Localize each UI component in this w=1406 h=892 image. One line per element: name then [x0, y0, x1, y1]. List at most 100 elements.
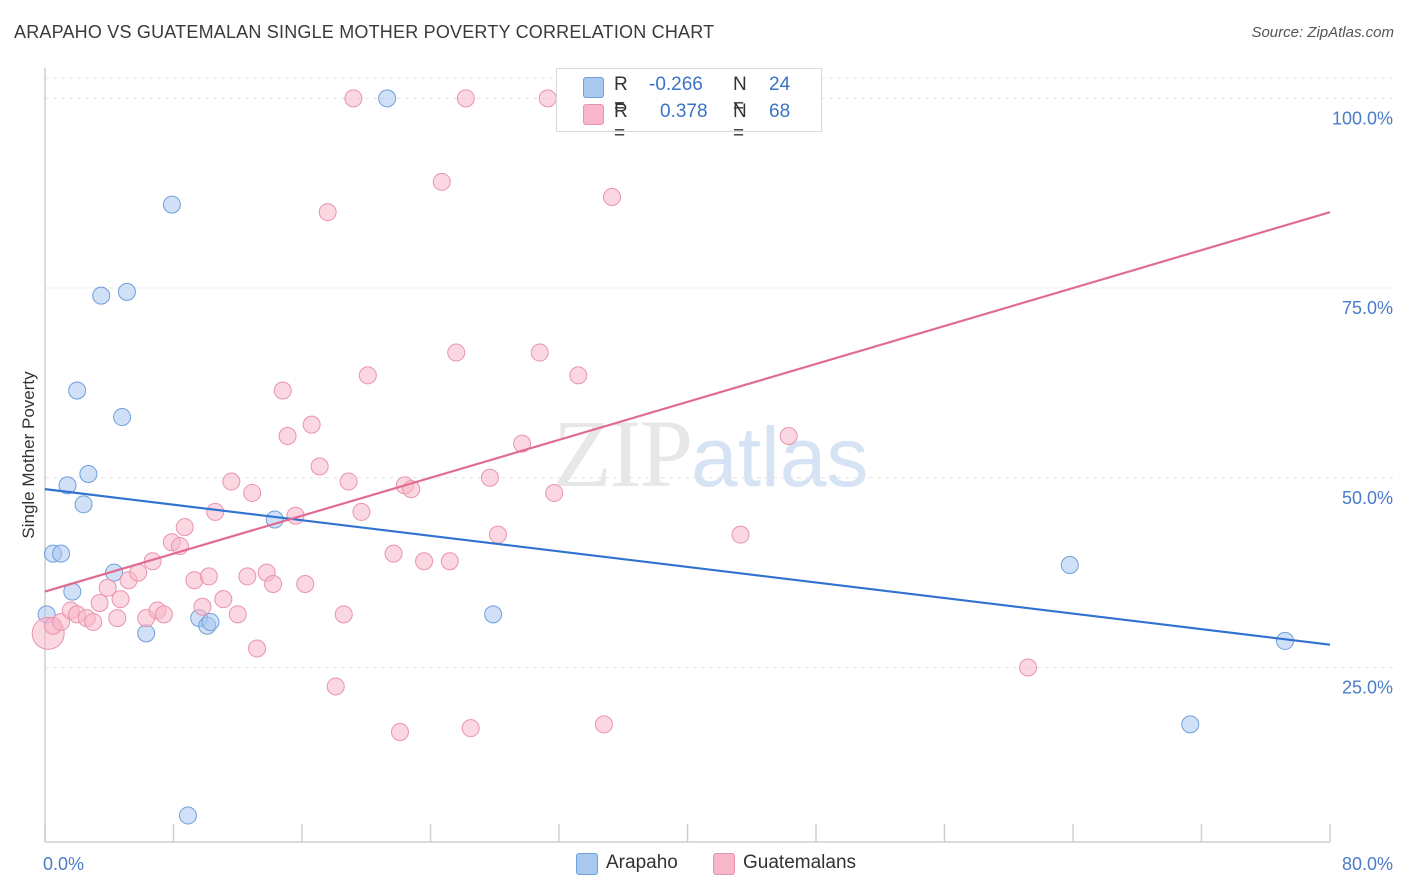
- guatemalans-point: [326, 677, 345, 696]
- guatemalans-point: [278, 427, 297, 446]
- guatemalans-point: [206, 502, 225, 521]
- r-value: 0.378: [660, 101, 708, 122]
- guatemalans-trend-line: [44, 211, 1331, 593]
- arapaho-point: [58, 476, 77, 495]
- source-label: Source: ZipAtlas.com: [1251, 24, 1394, 41]
- data-points: [31, 89, 1295, 825]
- guatemalans-point: [193, 597, 212, 616]
- watermark-atlas: atlas: [691, 410, 869, 504]
- arapaho-point: [79, 464, 98, 483]
- n-value: 24: [769, 74, 791, 95]
- series-legend: Arapaho Guatemalans: [0, 852, 1406, 878]
- arapaho-legend-swatch: [576, 853, 598, 875]
- arapaho-swatch: [583, 77, 604, 98]
- x-tick-label: 0.0%: [43, 854, 84, 874]
- arapaho-point: [1060, 556, 1079, 575]
- guatemalans-point: [273, 381, 292, 400]
- guatemalans-point: [344, 89, 363, 108]
- legend-label: Guatemalans: [743, 852, 857, 873]
- arapaho-point: [74, 495, 93, 514]
- arapaho-point: [1181, 715, 1200, 734]
- trend-lines: [44, 211, 1331, 646]
- arapaho-point: [92, 286, 111, 305]
- guatemalans-point: [318, 203, 337, 222]
- y-tick-label: 25.0%: [1342, 677, 1393, 697]
- arapaho-point: [137, 624, 156, 643]
- arapaho-point: [162, 195, 181, 214]
- guatemalans-point: [1019, 658, 1038, 677]
- guatemalans-point: [108, 609, 127, 628]
- guatemalans-point: [111, 590, 130, 609]
- arapaho-point: [52, 544, 71, 563]
- arapaho-point: [68, 381, 87, 400]
- guatemalans-point: [334, 605, 353, 624]
- guatemalans-point: [440, 552, 459, 571]
- arapaho-point: [265, 510, 284, 529]
- arapaho-point: [113, 408, 132, 427]
- stats-legend: R = -0.266 N = 24 R = 0.378 N = 68: [556, 68, 822, 144]
- guatemalans-point: [480, 468, 499, 487]
- guatemalans-point: [530, 343, 549, 362]
- guatemalans-point: [90, 593, 109, 612]
- y-tick-label: 50.0%: [1342, 488, 1393, 508]
- guatemalans-point: [545, 483, 564, 502]
- guatemalans-point: [415, 552, 434, 571]
- guatemalans-point: [603, 188, 622, 206]
- arapaho-point: [378, 89, 397, 108]
- guatemalans-point: [264, 575, 283, 593]
- guatemalans-point: [296, 575, 315, 593]
- guatemalans-point: [302, 415, 321, 434]
- tick-labels: 25.0% 50.0% 75.0% 100.0% 0.0% 80.0%: [43, 108, 1393, 874]
- guatemalans-point: [390, 722, 409, 741]
- guatemalans-point: [175, 518, 194, 537]
- r-label: R =: [614, 74, 628, 117]
- guatemalans-point: [243, 483, 262, 502]
- arapaho-point: [201, 612, 220, 631]
- y-axis-label: Single Mother Poverty: [19, 371, 38, 539]
- y-tick-label: 75.0%: [1342, 298, 1393, 318]
- guatemalans-point: [339, 472, 358, 491]
- arapaho-trend-line: [44, 488, 1331, 646]
- guatemalans-legend-swatch: [713, 853, 735, 875]
- guatemalans-point: [779, 427, 798, 446]
- guatemalans-point: [199, 567, 218, 586]
- watermark-zip: ZIP: [553, 400, 693, 507]
- x-tick-label: 80.0%: [1342, 854, 1393, 874]
- guatemalans-point: [248, 639, 267, 658]
- guatemalans-point: [538, 89, 557, 108]
- guatemalans-point: [222, 472, 241, 491]
- guatemalans-point: [569, 366, 588, 385]
- legend-label: Arapaho: [606, 852, 678, 873]
- watermark: ZIPatlas: [553, 398, 868, 509]
- r-label: R =: [614, 101, 628, 144]
- arapaho-point: [117, 282, 136, 301]
- guatemalans-point: [238, 567, 257, 586]
- guatemalans-point: [358, 366, 377, 385]
- axes: [44, 68, 1331, 843]
- guatemalans-point: [731, 525, 750, 544]
- arapaho-point: [178, 806, 197, 825]
- y-tick-label: 100.0%: [1332, 108, 1393, 128]
- guatemalans-point: [513, 434, 532, 453]
- guatemalans-point: [461, 719, 480, 738]
- chart-title: ARAPAHO VS GUATEMALAN SINGLE MOTHER POVE…: [14, 22, 715, 42]
- arapaho-point: [484, 605, 503, 624]
- n-label: N =: [733, 101, 747, 144]
- n-label: N =: [733, 74, 747, 117]
- guatemalans-point: [84, 612, 103, 631]
- guatemalans-point: [488, 525, 507, 544]
- guatemalans-point: [384, 544, 403, 563]
- r-value: -0.266: [649, 74, 703, 95]
- n-value: 68: [769, 101, 791, 122]
- guatemalans-point: [447, 343, 466, 362]
- guatemalans-point: [214, 590, 233, 609]
- guatemalans-point: [154, 605, 173, 624]
- guatemalans-point: [310, 457, 329, 476]
- guatemalans-point: [98, 578, 117, 597]
- guatemalans-point: [228, 605, 247, 624]
- guatemalans-point: [456, 89, 475, 108]
- guatemalans-point: [594, 715, 613, 734]
- guatemalans-point: [352, 502, 371, 521]
- guatemalans-swatch: [583, 104, 604, 125]
